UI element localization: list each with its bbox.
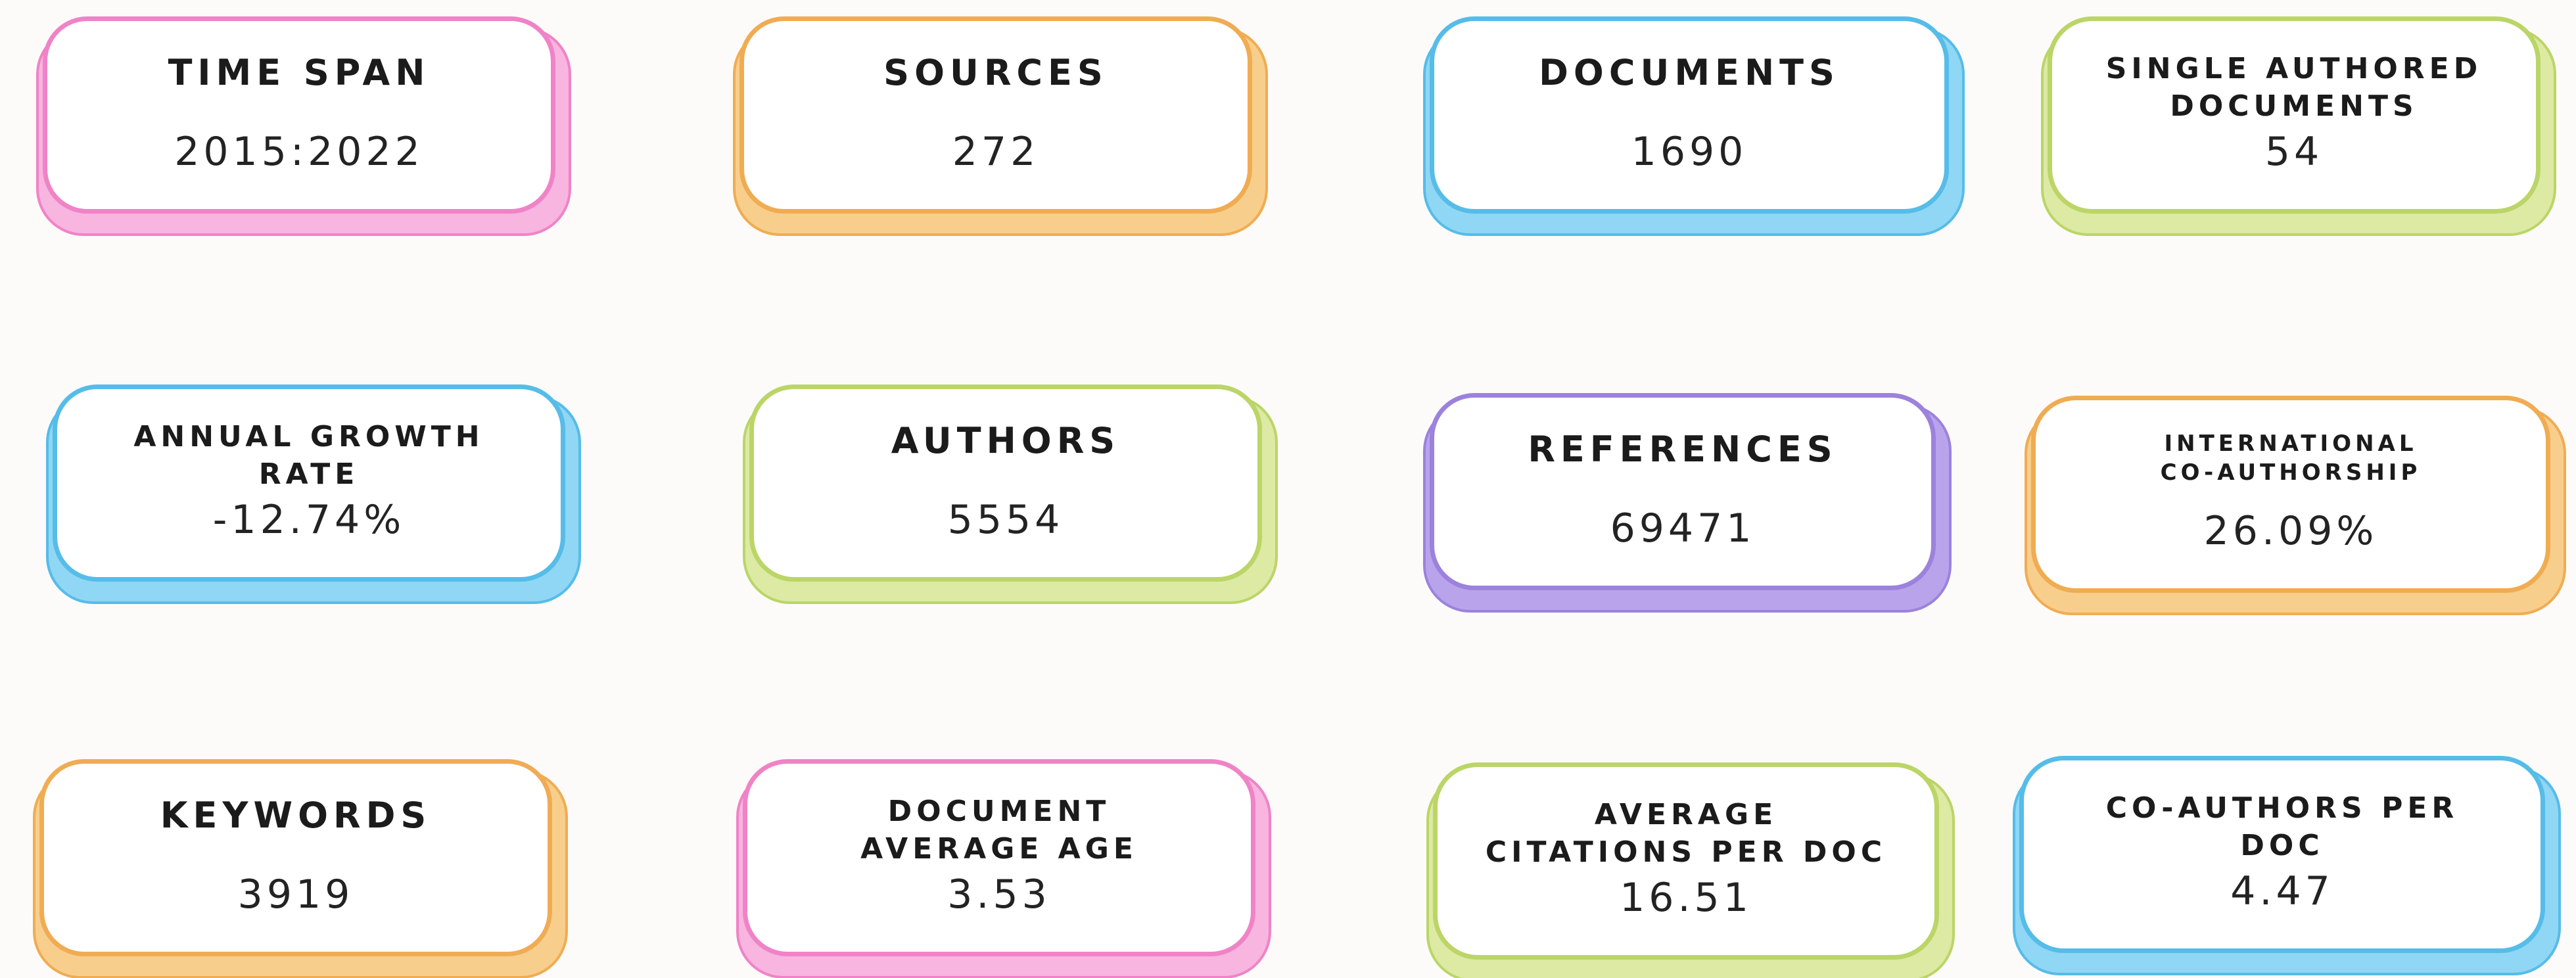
stat-value: 69471 [1610, 505, 1756, 551]
card-face: TIME SPAN 2015:2022 [43, 16, 555, 214]
card-face: INTERNATIONAL CO-AUTHORSHIP 26.09% [2031, 396, 2550, 593]
stat-value: 3.53 [947, 872, 1051, 918]
stat-value: 1690 [1631, 129, 1748, 175]
card-face: AUTHORS 5554 [749, 384, 1262, 582]
card-face: KEYWORDS 3919 [39, 759, 552, 956]
stat-value: 5554 [947, 497, 1064, 543]
stat-value: 16.51 [1620, 875, 1752, 921]
stat-card-international-co-authorship: INTERNATIONAL CO-AUTHORSHIP 26.09% [2025, 396, 2566, 615]
card-face: DOCUMENTS 1690 [1430, 16, 1949, 214]
stat-card-document-average-age: DOCUMENT AVERAGE AGE 3.53 [736, 759, 1271, 978]
stat-title: DOCUMENT AVERAGE AGE [860, 795, 1138, 866]
card-face: AVERAGE CITATIONS PER DOC 16.51 [1433, 762, 1939, 960]
stat-value: -12.74% [212, 497, 406, 543]
card-face: SOURCES 272 [739, 16, 1252, 214]
card-face: DOCUMENT AVERAGE AGE 3.53 [743, 759, 1255, 956]
stat-card-authors: AUTHORS 5554 [743, 384, 1278, 604]
stat-title: DOCUMENTS [1539, 52, 1840, 93]
card-face: CO-AUTHORS PER DOC 4.47 [2019, 756, 2545, 953]
stat-value: 54 [2264, 129, 2324, 175]
stat-title: REFERENCES [1528, 429, 1838, 470]
stat-title: CO-AUTHORS PER DOC [2105, 791, 2459, 863]
stat-title: KEYWORDS [160, 795, 432, 836]
stat-title: AVERAGE CITATIONS PER DOC [1485, 798, 1887, 870]
stat-card-time-span: TIME SPAN 2015:2022 [36, 16, 571, 236]
stat-title: ANNUAL GROWTH RATE [133, 420, 484, 492]
stat-title: TIME SPAN [168, 52, 431, 93]
stat-card-single-authored-documents: SINGLE AUTHORED DOCUMENTS 54 [2041, 16, 2556, 236]
stat-title: INTERNATIONAL CO-AUTHORSHIP [2160, 431, 2422, 486]
stat-value: 26.09% [2203, 508, 2378, 554]
stat-card-keywords: KEYWORDS 3919 [33, 759, 568, 978]
stat-value: 272 [952, 129, 1040, 175]
stat-card-average-citations-per-doc: AVERAGE CITATIONS PER DOC 16.51 [1426, 762, 1955, 978]
stat-card-documents: DOCUMENTS 1690 [1423, 16, 1965, 236]
stat-value: 2015:2022 [174, 129, 424, 175]
stat-card-co-authors-per-doc: CO-AUTHORS PER DOC 4.47 [2013, 756, 2561, 975]
card-face: REFERENCES 69471 [1430, 393, 1936, 590]
stat-title: SINGLE AUTHORED DOCUMENTS [2105, 52, 2483, 124]
card-face: ANNUAL GROWTH RATE -12.74% [53, 384, 565, 582]
stat-title: SOURCES [883, 52, 1108, 93]
stat-card-sources: SOURCES 272 [733, 16, 1268, 236]
stat-value: 4.47 [2230, 868, 2334, 914]
stat-card-annual-growth-rate: ANNUAL GROWTH RATE -12.74% [46, 384, 581, 604]
stat-title: AUTHORS [891, 420, 1121, 461]
card-face: SINGLE AUTHORED DOCUMENTS 54 [2048, 16, 2541, 214]
stat-card-references: REFERENCES 69471 [1423, 393, 1952, 613]
stat-value: 3919 [237, 872, 354, 918]
